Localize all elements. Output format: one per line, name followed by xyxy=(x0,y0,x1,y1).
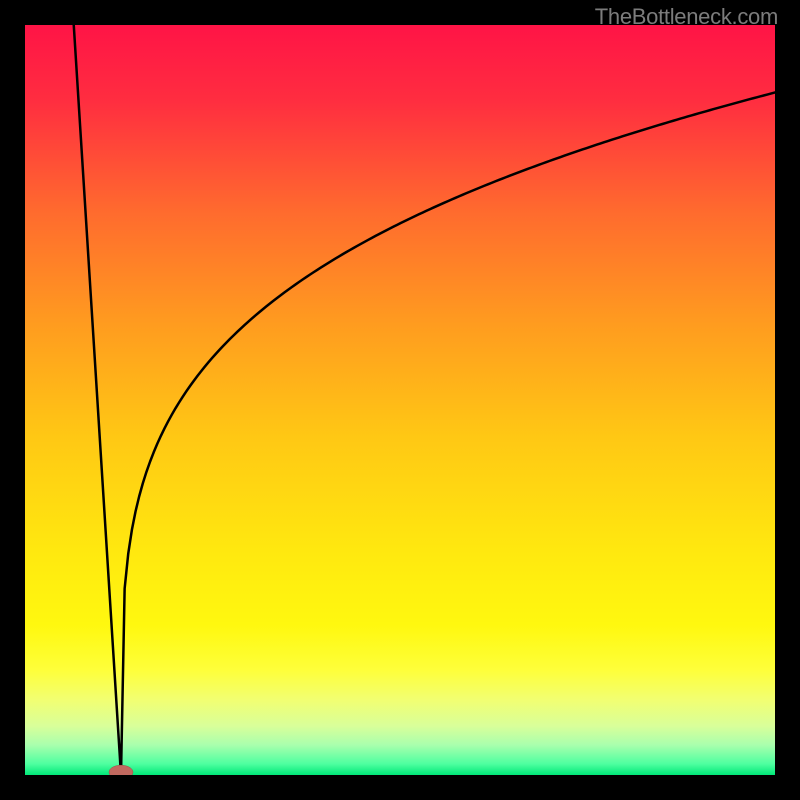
chart-background xyxy=(25,25,775,775)
bottleneck-chart xyxy=(25,25,775,775)
chart-container: TheBottleneck.com xyxy=(0,0,800,800)
